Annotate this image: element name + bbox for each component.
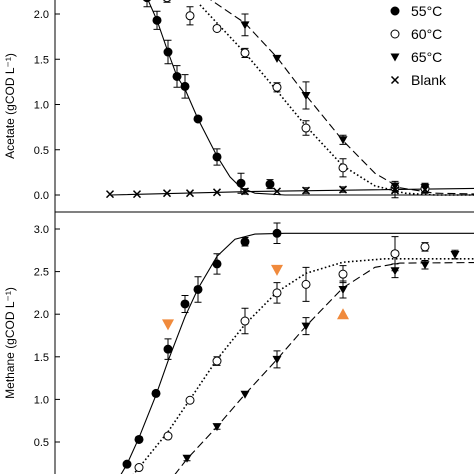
methane-data-point: [240, 237, 250, 247]
methane-data-point: [122, 459, 132, 469]
methane-data-point: [134, 434, 144, 444]
acetate-plot-area: [105, 0, 474, 199]
methane-annotation-marker: [271, 264, 283, 276]
acetate-error-bar: [143, 0, 151, 8]
acetate-data-point: [152, 15, 162, 25]
acetate-data-point: [180, 81, 190, 91]
acetate-fit-line: [199, 4, 474, 196]
acetate-y-tick-label: 1.5: [34, 54, 49, 66]
legend-label: 55°C: [411, 3, 442, 19]
acetate-y-tick-label: 0.5: [34, 145, 49, 157]
methane-data-point: [163, 344, 173, 354]
methane-data-point: [272, 228, 282, 238]
acetate-data-point: [390, 186, 400, 195]
legend-label: 60°C: [411, 26, 442, 42]
acetate-data-point: [162, 189, 172, 198]
acetate-fit-line: [109, 187, 474, 196]
acetate-data-point: [163, 47, 173, 57]
acetate-data-point: [265, 179, 275, 189]
acetate-fit-line: [210, 0, 474, 195]
methane-data-point: [212, 423, 222, 432]
methane-data-point: [272, 355, 282, 364]
acetate-fit-line: [147, 0, 474, 196]
acetate-data-point: [212, 152, 222, 162]
acetate-data-point: [163, 0, 171, 3]
acetate-data-point: [240, 187, 250, 196]
acetate-y-tick-label: 1.0: [34, 100, 49, 112]
acetate-data-point: [301, 123, 311, 133]
acetate-data-point: [338, 185, 348, 194]
methane-data-point: [450, 251, 460, 260]
methane-data-point: [390, 249, 400, 259]
acetate-y-axis-label: Acetate (gCOD L⁻¹): [3, 53, 17, 159]
methane-data-point: [185, 395, 195, 405]
legend-marker: [390, 29, 400, 39]
methane-data-point: [338, 285, 348, 294]
acetate-data-point: [212, 23, 222, 33]
acetate-data-point: [272, 187, 282, 196]
acetate-data-point: [185, 189, 195, 198]
acetate-data-point: [132, 190, 142, 199]
methane-data-point: [240, 316, 250, 326]
legend-marker: [390, 6, 400, 16]
legend-marker: [390, 75, 400, 85]
methane-fit-line: [174, 262, 474, 474]
acetate-data-point: [301, 91, 311, 100]
methane-data-point: [301, 279, 311, 289]
methane-data-point: [390, 267, 400, 276]
methane-fit-line: [132, 258, 474, 474]
methane-data-point: [193, 284, 203, 294]
acetate-panel: 0.0 0.5 1.0 1.5 2.0 Acetate (gCOD L⁻¹) 55°C 60°…: [3, 0, 474, 213]
acetate-data-point: [105, 190, 115, 199]
acetate-data-point: [143, 0, 151, 3]
acetate-data-point: [212, 188, 222, 197]
acetate-data-point: [193, 114, 203, 124]
methane-data-point: [212, 356, 222, 366]
methane-y-tick-label: 1.0: [34, 394, 49, 406]
acetate-y-tick-label: 0.0: [34, 190, 49, 202]
acetate-y-tick-label: 2.0: [34, 9, 49, 21]
methane-data-point: [212, 259, 222, 269]
methane-data-point: [420, 242, 430, 252]
acetate-data-point: [272, 82, 282, 92]
methane-data-point: [240, 390, 250, 399]
acetate-data-point: [301, 186, 311, 195]
methane-data-point: [338, 269, 348, 279]
methane-data-point: [420, 261, 430, 270]
legend-label: Blank: [411, 72, 447, 88]
acetate-data-point: [172, 71, 182, 81]
methane-y-tick-label: 2.0: [34, 309, 49, 321]
methane-data-point: [301, 322, 311, 331]
methane-annotation-marker: [162, 319, 174, 331]
methane-data-point: [151, 388, 161, 398]
methane-plot-area: [120, 222, 474, 474]
methane-data-point: [134, 463, 144, 473]
methane-y-tick-label: 1.5: [34, 352, 49, 364]
methane-y-tick-label: 0.5: [34, 437, 49, 449]
acetate-data-point: [420, 185, 430, 194]
methane-y-tick-label: 2.5: [34, 267, 49, 279]
methane-y-axis-label: Methane (gCOD L⁻¹): [3, 287, 17, 399]
legend-label: 65°C: [411, 49, 442, 65]
methane-data-point: [163, 431, 173, 441]
acetate-data-point: [240, 21, 250, 30]
methane-data-point: [180, 299, 190, 309]
legend: 55°C 60°C 65°C Blank: [390, 3, 447, 88]
methane-data-point: [182, 454, 192, 463]
methane-annotation-marker: [337, 308, 349, 320]
acetate-data-point: [338, 163, 348, 173]
acetate-data-point: [338, 136, 348, 145]
acetate-data-point: [185, 11, 195, 21]
methane-y-tick-label: 3.0: [34, 224, 49, 236]
acetate-data-point: [272, 54, 282, 63]
methane-panel: 0.5 1.0 1.5 2.0 2.5 3.0 Methane (gCOD L⁻¹): [3, 212, 474, 474]
legend-marker: [390, 53, 400, 62]
methane-data-point: [272, 288, 282, 298]
acetate-data-point: [236, 178, 246, 188]
acetate-data-point: [240, 48, 250, 58]
